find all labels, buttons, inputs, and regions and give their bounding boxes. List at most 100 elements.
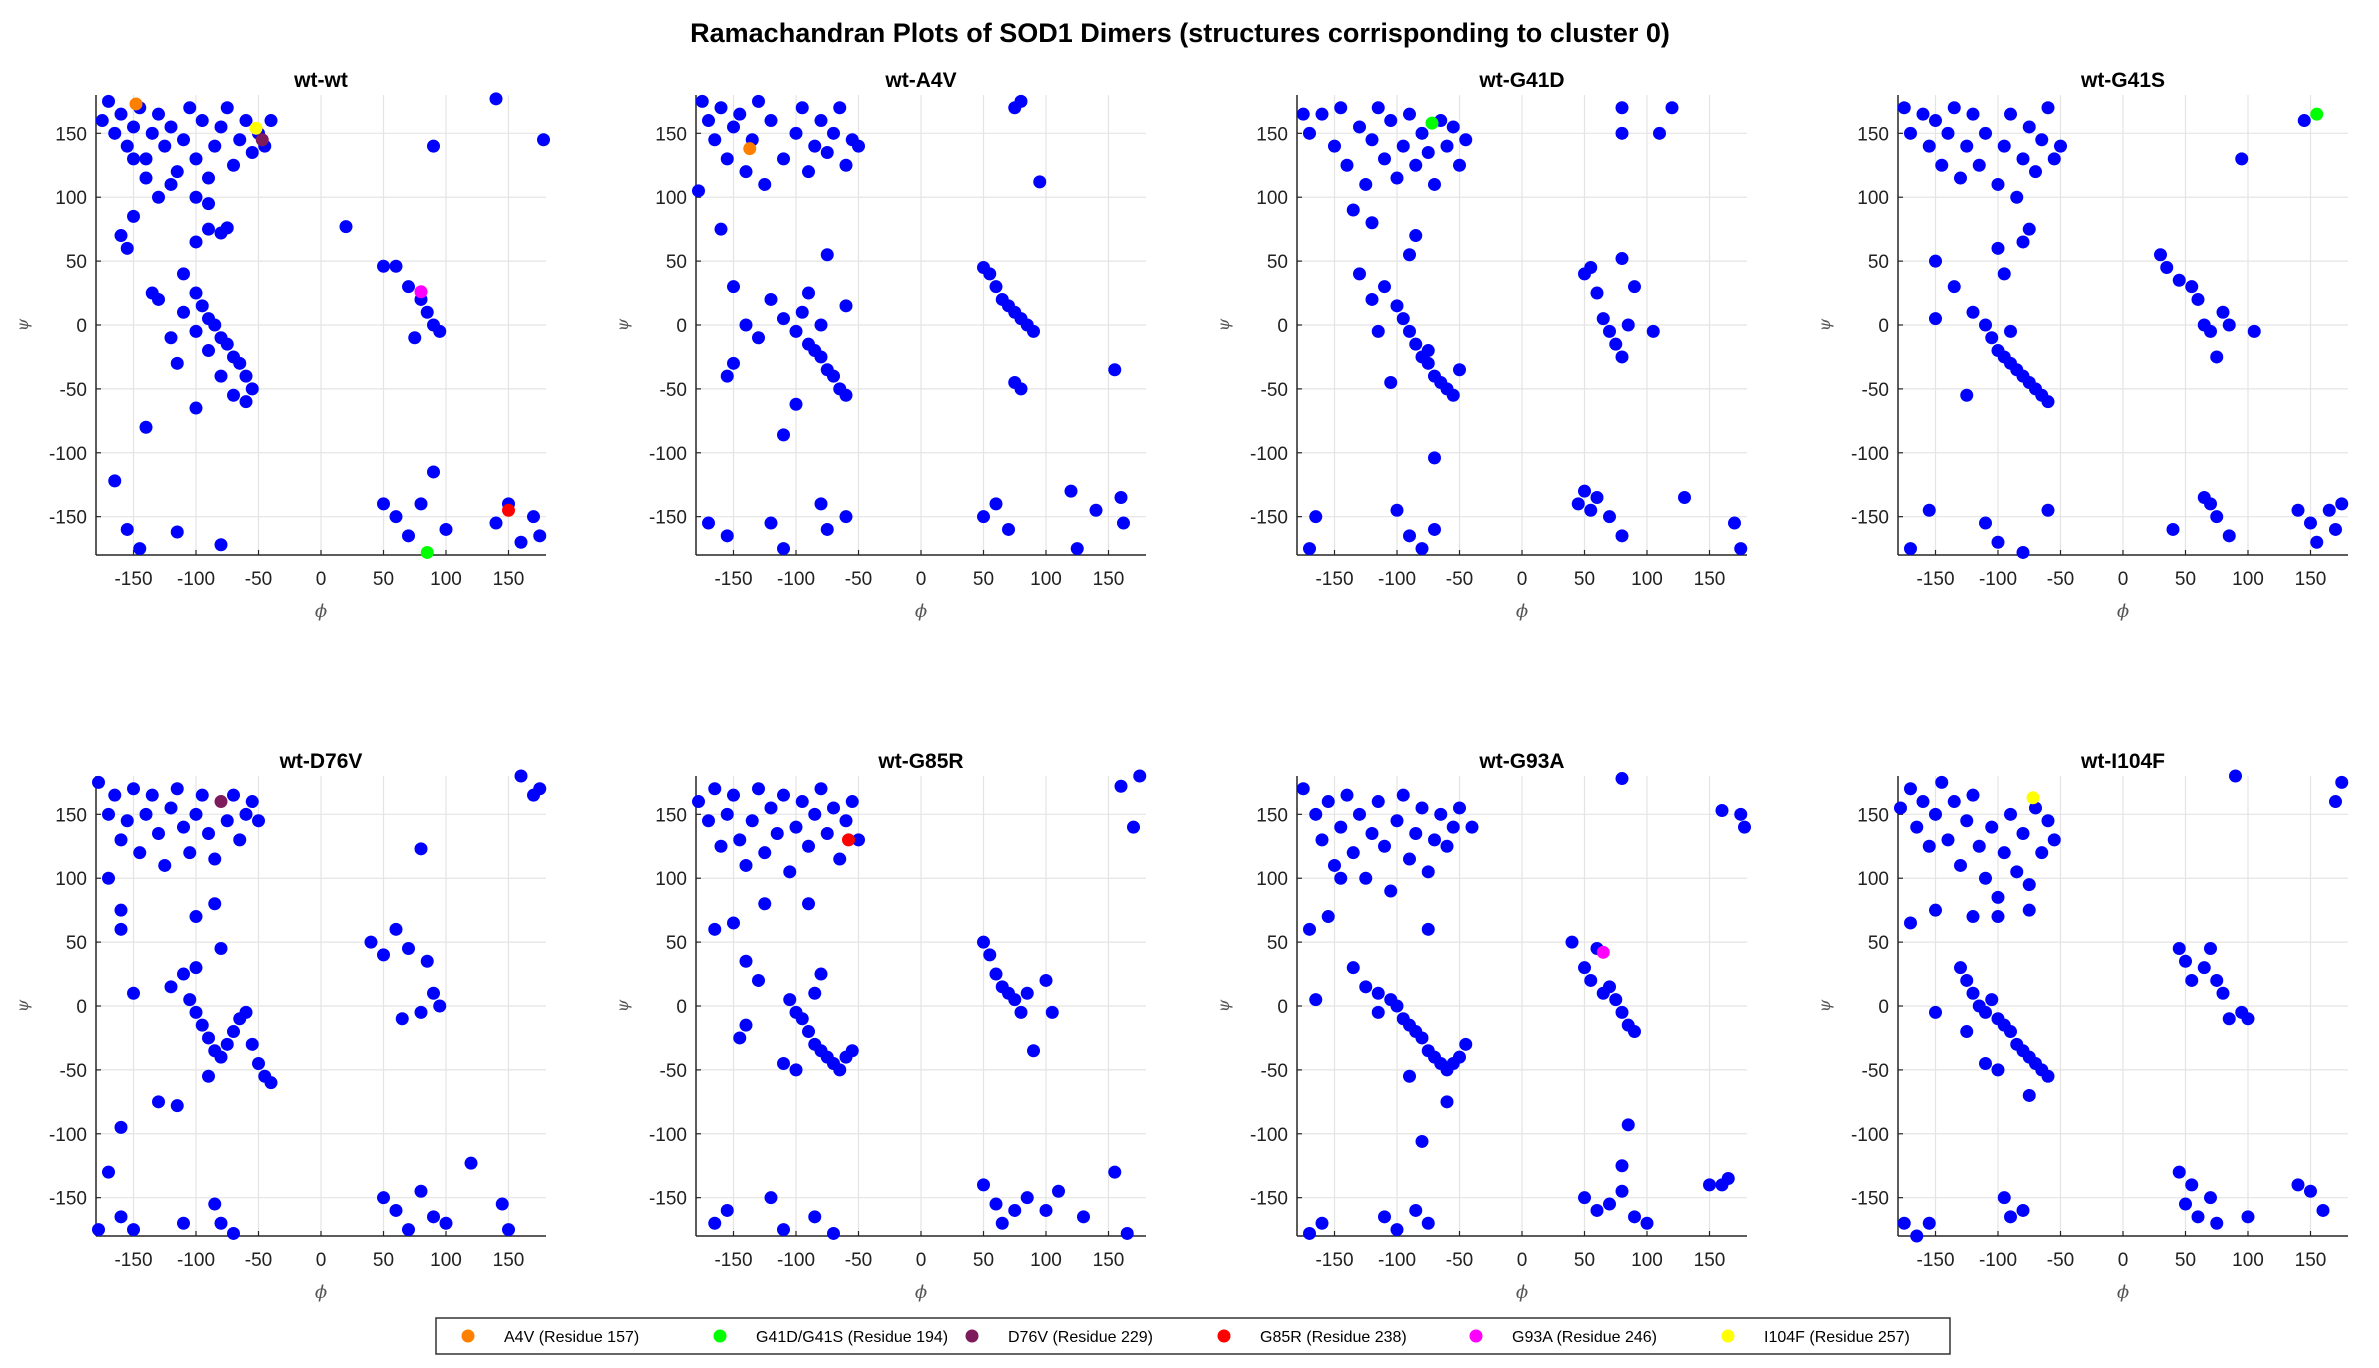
data-point	[145, 126, 159, 140]
y-tick-label: 0	[76, 997, 87, 1018]
mutation-residue-point	[420, 545, 434, 559]
data-point	[1346, 846, 1360, 860]
data-point	[1615, 529, 1629, 543]
data-point	[1578, 484, 1591, 498]
y-tick-label: -50	[1261, 1061, 1288, 1082]
data-point	[1403, 529, 1416, 543]
data-point	[214, 369, 228, 383]
legend-marker	[713, 1329, 727, 1343]
data-point	[1960, 139, 1974, 153]
data-point	[770, 827, 784, 840]
data-point	[464, 1156, 478, 1170]
data-point	[777, 788, 790, 802]
data-point	[733, 1031, 747, 1045]
data-point	[1403, 107, 1416, 121]
data-point	[1303, 542, 1316, 556]
y-axis-label: ψ	[1214, 318, 1233, 331]
data-point	[1935, 775, 1949, 789]
data-point	[1328, 139, 1341, 153]
data-point	[389, 510, 403, 524]
data-point	[2172, 942, 2186, 955]
data-point	[177, 267, 190, 281]
data-point	[1910, 1229, 1924, 1243]
data-point	[1371, 324, 1385, 338]
x-tick-label: 50	[373, 569, 394, 590]
data-point	[177, 133, 190, 147]
data-point	[845, 795, 859, 809]
data-point	[727, 356, 740, 370]
data-point	[1991, 535, 2005, 549]
legend-label: G85R (Residue 238)	[1260, 1329, 1407, 1346]
data-point	[727, 280, 740, 294]
data-point	[1665, 101, 1679, 115]
data-point	[1966, 910, 1980, 924]
x-tick-label: 0	[916, 569, 927, 590]
data-point	[214, 1216, 228, 1230]
data-point	[139, 171, 153, 185]
data-point	[1653, 126, 1666, 140]
y-tick-label: 0	[676, 316, 687, 337]
data-point	[2160, 261, 2174, 274]
data-point	[2191, 1210, 2205, 1224]
data-point	[1033, 175, 1047, 189]
data-point	[220, 221, 234, 235]
data-point	[1077, 1210, 1090, 1224]
data-point	[1628, 280, 1641, 294]
data-point	[1640, 1216, 1654, 1230]
legend-label: A4V (Residue 157)	[504, 1329, 639, 1346]
x-tick-label: -150	[1315, 569, 1353, 590]
data-point	[1014, 1005, 1028, 1019]
data-point	[227, 1226, 240, 1240]
data-point	[1929, 1005, 1942, 1019]
y-tick-label: -50	[1261, 380, 1288, 401]
x-tick-label: -100	[177, 1250, 215, 1271]
data-point	[152, 827, 165, 840]
y-tick-label: 100	[655, 188, 687, 209]
data-point	[1008, 993, 1022, 1007]
data-point	[102, 94, 115, 108]
data-point	[227, 788, 240, 802]
data-point	[827, 1226, 840, 1240]
data-point	[1353, 120, 1366, 134]
data-point	[1390, 999, 1404, 1013]
data-point	[714, 222, 728, 236]
data-point	[427, 986, 440, 1000]
data-point	[1428, 177, 1441, 191]
data-point	[820, 827, 834, 840]
x-tick-label: -50	[845, 569, 872, 590]
data-point	[789, 820, 803, 834]
data-point	[1615, 101, 1629, 115]
mutation-residue-point	[1596, 945, 1610, 959]
data-point	[264, 1076, 278, 1090]
data-point	[1578, 961, 1591, 975]
data-point	[127, 1223, 140, 1237]
legend: A4V (Residue 157) G41D/G41S (Residue 194)…	[435, 1317, 1951, 1355]
subplot-wt-a4v: -150 -100 -50 0 50 100 150 150 100 50 0 -50 -100 -150…	[613, 69, 1146, 622]
y-tick-label: -100	[1250, 1125, 1288, 1146]
data-point	[2029, 801, 2042, 815]
data-point	[795, 305, 809, 319]
data-point	[177, 1216, 190, 1230]
data-point	[1721, 1172, 1735, 1185]
y-tick-label: 50	[66, 252, 87, 273]
data-point	[1027, 324, 1040, 338]
data-point	[839, 299, 853, 313]
data-point	[1584, 261, 1598, 274]
y-tick-label: 150	[55, 124, 87, 145]
data-point	[1453, 363, 1466, 377]
data-point	[1371, 795, 1385, 809]
data-point	[533, 782, 547, 796]
data-point	[1715, 804, 1729, 817]
y-tick-label: 50	[666, 252, 687, 273]
data-point	[1064, 484, 1078, 498]
data-point	[1120, 1226, 1134, 1240]
data-point	[989, 1197, 1003, 1211]
x-tick-label: 150	[1093, 569, 1125, 590]
x-tick-label: -50	[245, 569, 272, 590]
subplot-wt-g85r: -150 -100 -50 0 50 100 150 150 100 50 0 -50 -100 -150…	[613, 750, 1147, 1303]
legend-items: A4V (Residue 157) G41D/G41S (Residue 194)…	[461, 1329, 1910, 1346]
data-point	[752, 94, 765, 108]
subplot-title: wt-A4V	[884, 69, 956, 92]
y-axis-label: ψ	[13, 999, 32, 1012]
x-tick-label: 50	[1574, 1250, 1595, 1271]
